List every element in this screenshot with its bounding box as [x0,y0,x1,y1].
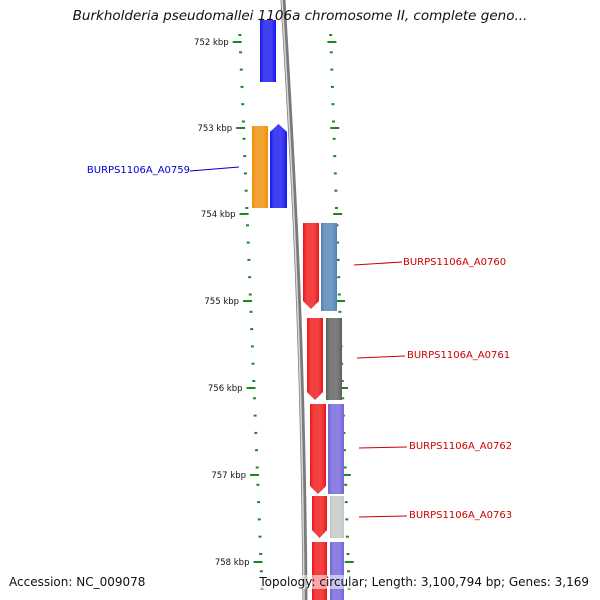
gene-label[interactable]: BURPS1106A_A0761 [407,350,510,361]
ruler-ticks-left [232,34,264,590]
gene-label-leader [358,446,408,449]
gene-feature-red-cds [312,496,327,538]
gene-label-leaders [189,166,408,518]
gene-feature-a0763 [330,496,344,538]
gene-feature-a0760 [321,223,337,311]
gene-feature-red-cds [307,318,323,400]
gene-feature-top-blue [260,20,276,82]
gene-feature-orange [252,126,268,208]
ruler-tick-label: 758 kbp [215,558,250,568]
chromosome-backbone-highlight [281,0,305,600]
gene-label[interactable]: BURPS1106A_A0763 [409,510,512,521]
gene-label[interactable]: BURPS1106A_A0760 [403,257,506,268]
gene-label[interactable]: BURPS1106A_A0759 [87,165,190,176]
topology-info: Topology: circular; Length: 3,100,794 bp… [259,575,589,589]
ruler-tick-label: 752 kbp [194,38,229,48]
gene-labels: BURPS1106A_A0759 BURPS1106A_A0760 BURPS110… [87,165,512,521]
ruler-tick-label: 756 kbp [208,384,243,394]
gene-label-leader [353,261,403,266]
ruler-tick-label: 753 kbp [197,124,232,134]
gene-feature-blue-a0759 [270,124,287,208]
gene-feature-a0762 [328,404,344,494]
gene-feature-red-cds [312,542,327,600]
ruler-tick-label: 754 kbp [201,210,236,220]
gene-label-leader [189,166,240,172]
ruler-tick-labels: 752 kbp 753 kbp 754 kbp 755 kbp 756 kbp 757 k… [194,38,249,568]
gene-label[interactable]: BURPS1106A_A0762 [409,441,512,452]
ruler-tick-label: 757 kbp [211,471,246,481]
gene-label-leader [356,355,406,359]
gene-feature-bottom [330,542,344,600]
ruler-tick-label: 755 kbp [204,297,239,307]
gene-feature-red-cds [303,223,319,309]
map-title: Burkholderia pseudomallei 1106a chromoso… [72,8,528,24]
gene-feature-a0761 [326,318,342,400]
accession-info: Accession: NC_009078 [9,575,146,589]
chromosome-backbone [280,0,308,600]
gene-label-leader [358,515,408,518]
gene-feature-red-cds [310,404,326,494]
